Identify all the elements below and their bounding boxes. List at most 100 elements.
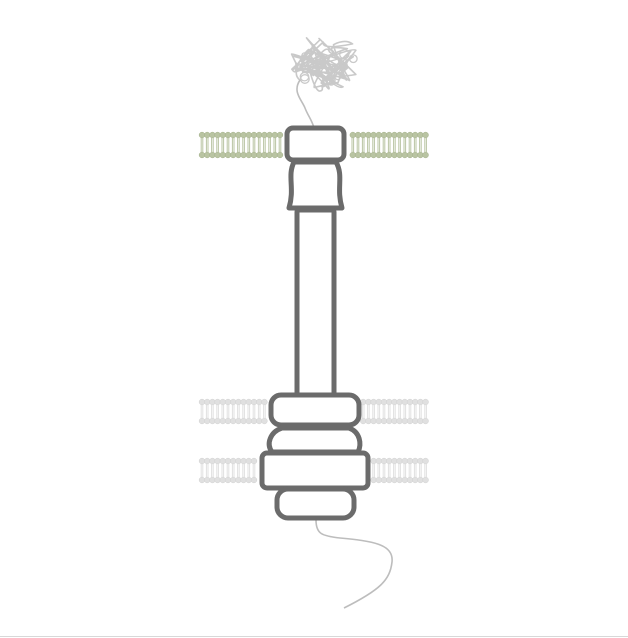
lipid-head <box>198 131 206 139</box>
lipid-head <box>360 417 367 425</box>
lipid-head <box>250 398 258 406</box>
lipid-head <box>214 398 221 406</box>
domain-loop <box>348 54 358 64</box>
lipid-head <box>380 151 388 159</box>
lipid-head <box>396 131 403 139</box>
lipid-head <box>401 476 408 484</box>
lipid-head <box>417 417 424 425</box>
lipid-head <box>209 398 216 406</box>
domain-loop <box>299 54 309 64</box>
lipid-head <box>417 131 424 139</box>
lipid-head <box>422 457 429 465</box>
lipid-head <box>360 151 367 159</box>
lipid-head <box>396 457 403 465</box>
domain-loop <box>314 69 321 76</box>
lipid-head <box>224 457 232 465</box>
lipid-head <box>375 151 382 159</box>
lipid-head <box>240 151 247 159</box>
lower-ring-1 <box>268 392 362 428</box>
lipid-head <box>224 476 232 484</box>
lipid-head <box>266 151 273 159</box>
lipid-head <box>380 131 388 139</box>
lipid-head <box>406 476 414 484</box>
lipid-head <box>204 457 211 465</box>
lipid-head <box>406 398 414 406</box>
lipid-head <box>391 417 398 425</box>
lipid-head <box>370 417 377 425</box>
lipid-head <box>375 398 382 406</box>
lipid-head <box>230 151 237 159</box>
lipid-head <box>256 131 263 139</box>
upper-lipid-bilayer <box>198 131 429 159</box>
lipid-head <box>365 398 372 406</box>
lipid-head <box>354 151 362 159</box>
lipid-head <box>198 417 206 425</box>
lipid-head <box>204 417 211 425</box>
lipid-head <box>209 476 216 484</box>
lipid-head <box>256 417 263 425</box>
lipid-head <box>230 417 237 425</box>
lipid-head <box>370 457 377 465</box>
lipid-head <box>240 457 247 465</box>
lipid-head <box>370 131 377 139</box>
lipid-head <box>204 476 211 484</box>
lipid-head <box>250 417 258 425</box>
lipid-head <box>360 131 367 139</box>
lipid-head <box>204 131 211 139</box>
lipid-head <box>235 476 242 484</box>
lipid-head <box>370 398 377 406</box>
lipid-head <box>375 476 382 484</box>
lipid-head <box>219 151 226 159</box>
lipid-head <box>271 131 278 139</box>
lipid-head <box>422 476 429 484</box>
lipid-head <box>354 131 362 139</box>
lipid-head <box>391 476 398 484</box>
lipid-head <box>406 151 414 159</box>
lipid-head <box>198 398 206 406</box>
lipid-head <box>214 417 221 425</box>
lower-ring-3 <box>259 450 371 491</box>
lipid-head <box>204 398 211 406</box>
lipid-head <box>406 417 414 425</box>
lipid-head <box>209 457 216 465</box>
lipid-head <box>412 457 419 465</box>
bottom-cap <box>274 486 357 521</box>
neck-segment <box>286 159 345 211</box>
lipid-head <box>386 398 393 406</box>
lipid-head <box>230 131 237 139</box>
lipid-head <box>219 457 226 465</box>
lipid-head <box>245 151 252 159</box>
lipid-head <box>245 131 252 139</box>
lipid-head <box>386 151 393 159</box>
lipid-head <box>386 417 393 425</box>
lipid-head <box>198 151 206 159</box>
lipid-head <box>240 417 247 425</box>
middle-lipid-bilayer <box>198 398 429 425</box>
lipid-head <box>219 398 226 406</box>
lipid-head <box>396 398 403 406</box>
lipid-head <box>204 151 211 159</box>
lipid-head <box>245 457 252 465</box>
lipid-head <box>266 131 273 139</box>
lipid-head <box>235 131 242 139</box>
lipid-head <box>412 417 419 425</box>
lipid-head <box>219 476 226 484</box>
lipid-head <box>240 131 247 139</box>
lipid-head <box>365 151 372 159</box>
lipid-head <box>417 457 424 465</box>
lipid-head <box>209 151 216 159</box>
domain-loop <box>315 56 324 65</box>
lipid-head <box>245 398 252 406</box>
lipid-head <box>224 131 232 139</box>
domain-loop <box>339 63 347 71</box>
lipid-head <box>422 151 429 159</box>
lipid-head <box>401 131 408 139</box>
lipid-head <box>261 131 268 139</box>
lipid-head <box>365 417 372 425</box>
lipid-head <box>276 131 284 139</box>
lipid-head <box>250 151 258 159</box>
lipid-head <box>261 417 268 425</box>
lipid-head <box>380 417 388 425</box>
lipid-head <box>406 457 414 465</box>
